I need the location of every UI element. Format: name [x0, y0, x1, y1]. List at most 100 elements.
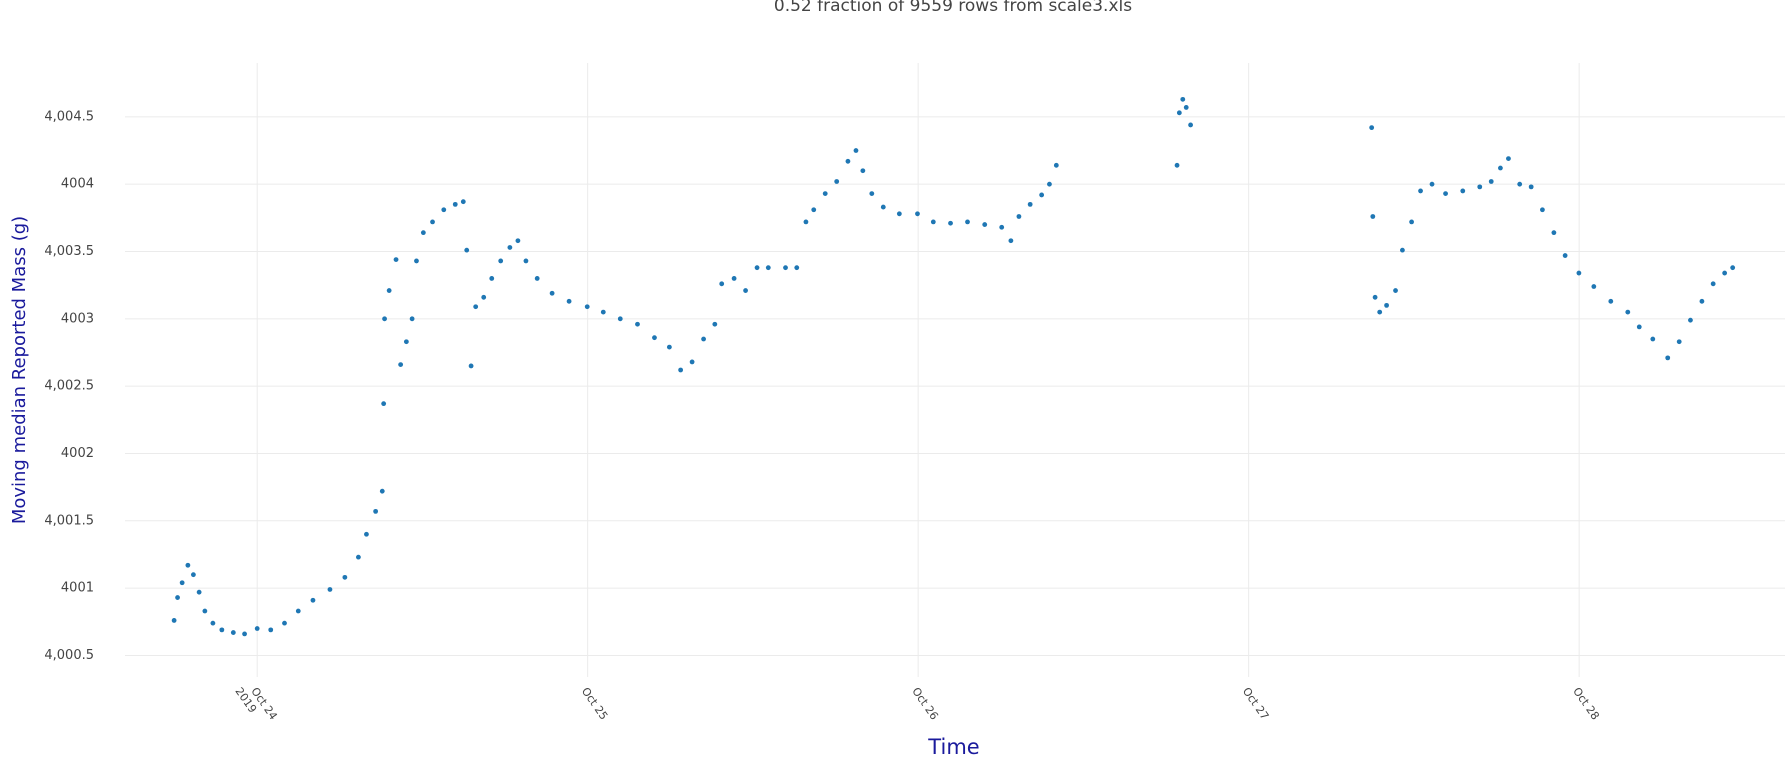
data-point	[179, 580, 185, 586]
data-point	[834, 179, 840, 184]
data-point	[584, 304, 590, 310]
y-axis-label: Moving median Reported Mass (g)	[9, 216, 30, 524]
data-point	[896, 211, 902, 217]
x-tick-label: Oct 28	[1570, 685, 1602, 722]
data-point	[379, 488, 385, 494]
data-point	[1576, 270, 1582, 276]
data-point	[1722, 270, 1728, 276]
data-point	[1384, 302, 1389, 308]
data-point	[731, 276, 737, 281]
data-point	[1418, 188, 1423, 194]
data-point	[549, 290, 555, 296]
data-point	[489, 276, 495, 281]
data-point	[534, 276, 540, 281]
data-point	[386, 288, 392, 293]
y-tick-label: 4002	[61, 446, 94, 461]
data-point	[460, 199, 466, 205]
data-point	[1528, 184, 1534, 190]
data-point	[523, 258, 529, 264]
data-point	[1183, 105, 1189, 110]
data-point	[1400, 247, 1405, 253]
data-point	[948, 220, 953, 226]
x-tick-label: Oct 25	[579, 685, 611, 722]
data-point	[190, 572, 196, 578]
data-point	[1676, 339, 1682, 345]
data-point	[1393, 288, 1398, 293]
data-point	[393, 257, 399, 262]
x-tick-label: Oct 242019	[232, 678, 279, 730]
data-point	[1176, 110, 1182, 116]
data-point	[230, 630, 236, 635]
data-point	[1053, 162, 1059, 168]
data-point	[803, 219, 809, 225]
data-point	[666, 344, 672, 350]
data-point	[282, 620, 287, 626]
chart-title: 0.52 fraction of 9559 rows from scale3.x…	[774, 0, 1132, 16]
data-point	[515, 238, 521, 244]
data-point	[481, 294, 487, 300]
data-point	[869, 191, 875, 197]
data-point	[678, 367, 684, 373]
data-point	[1174, 162, 1180, 168]
data-point	[635, 321, 640, 327]
x-tick-label: Oct 26	[909, 685, 941, 722]
data-point	[242, 631, 247, 637]
data-point	[1636, 324, 1642, 330]
data-point	[373, 508, 379, 514]
y-tick-label: 4,003.5	[44, 244, 94, 259]
data-point	[342, 574, 348, 580]
data-point	[1608, 298, 1614, 304]
data-point	[701, 336, 706, 342]
data-point	[1710, 281, 1716, 287]
y-tick-label: 4004	[61, 177, 94, 192]
data-point	[382, 316, 387, 322]
data-point	[398, 362, 404, 368]
data-point	[1039, 192, 1045, 198]
y-tick-label: 4,004.5	[44, 109, 94, 124]
data-point	[1047, 181, 1052, 187]
data-point	[845, 158, 851, 164]
data-point	[254, 626, 260, 631]
data-point	[1699, 298, 1705, 304]
data-point	[1517, 181, 1523, 187]
data-point	[1665, 355, 1671, 361]
data-point	[794, 265, 800, 271]
data-point	[765, 265, 771, 271]
data-point	[1562, 253, 1568, 258]
x-tick-label: Oct 27	[1240, 685, 1272, 722]
data-point	[982, 222, 988, 227]
y-tick-label: 4001	[61, 581, 94, 596]
data-point	[965, 219, 970, 225]
data-point	[822, 191, 828, 197]
points	[171, 96, 1736, 637]
data-point	[930, 219, 936, 225]
data-point	[403, 339, 409, 345]
data-point	[1180, 96, 1186, 102]
data-point	[1027, 201, 1033, 207]
data-point	[464, 247, 470, 253]
data-point	[1506, 156, 1511, 162]
data-point	[712, 321, 718, 327]
y-tick-label: 4,002.5	[44, 379, 94, 394]
data-point	[507, 245, 513, 250]
data-point	[999, 224, 1005, 230]
data-point	[414, 258, 419, 264]
data-point	[1625, 309, 1631, 315]
y-tick-label: 4003	[61, 311, 94, 326]
data-point	[1443, 191, 1448, 197]
data-point	[441, 207, 447, 213]
data-point	[1370, 214, 1376, 219]
data-point	[1540, 207, 1545, 213]
data-point	[617, 316, 623, 322]
data-point	[1369, 125, 1375, 131]
data-point	[1409, 219, 1414, 225]
x-axis-label: Time	[927, 735, 979, 759]
data-point	[719, 281, 725, 287]
data-point	[915, 211, 920, 217]
data-point	[452, 201, 458, 207]
data-point	[1477, 184, 1483, 190]
data-point	[1016, 214, 1022, 219]
data-point	[219, 627, 225, 633]
data-point	[420, 230, 426, 236]
